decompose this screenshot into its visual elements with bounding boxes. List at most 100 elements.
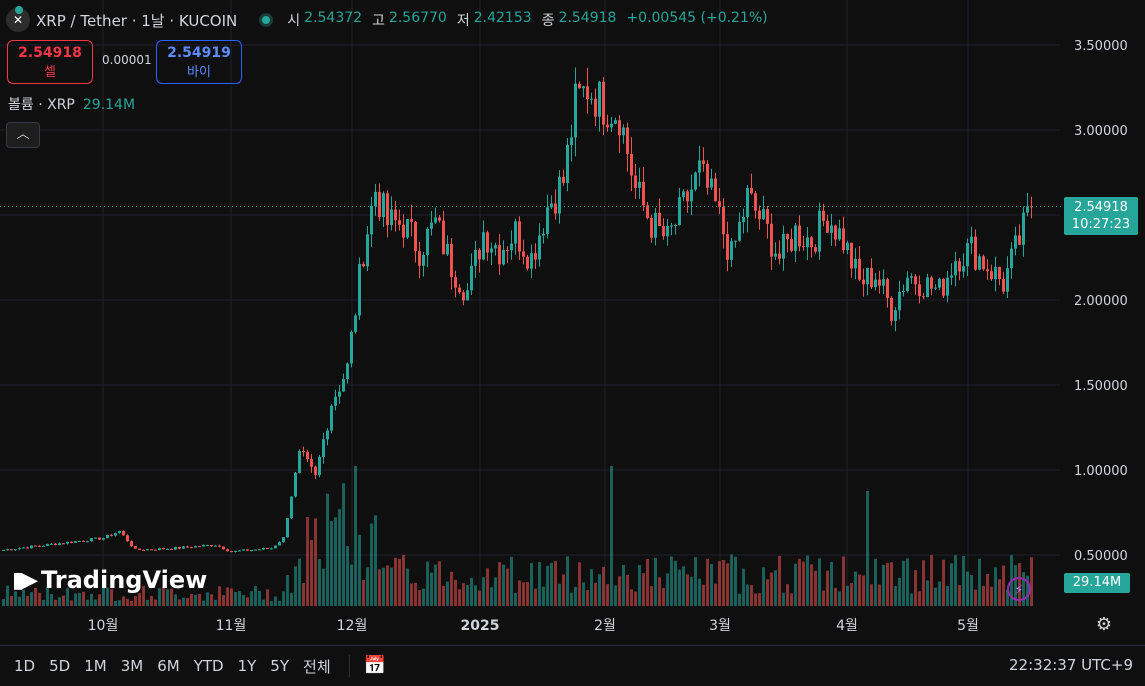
volume-bar: [326, 493, 329, 606]
volume-bar: [738, 593, 741, 606]
lightning-icon[interactable]: ⚡: [1007, 577, 1031, 601]
candle-body: [726, 234, 729, 260]
candle-body: [14, 549, 17, 551]
volume-bar: [190, 593, 193, 606]
candle-body: [978, 256, 981, 270]
timeframe-ytd[interactable]: YTD: [193, 657, 224, 675]
high-label: 고: [372, 13, 385, 29]
volume-bar: [542, 586, 545, 606]
volume-bar: [446, 581, 449, 606]
candle-body: [178, 547, 181, 549]
candle-body: [458, 287, 461, 293]
timeframe-1y[interactable]: 1Y: [237, 657, 257, 675]
volume-bar: [962, 556, 965, 606]
candle-body: [1006, 268, 1009, 292]
volume-bar: [758, 593, 761, 606]
volume-bar: [66, 588, 69, 606]
market-status-icon[interactable]: [259, 13, 274, 27]
timeframe-all[interactable]: 전체: [303, 657, 331, 676]
timeframe-1m[interactable]: 1M: [84, 657, 107, 675]
volume-bar: [910, 593, 913, 606]
candle-body: [602, 81, 605, 125]
volume-bar: [70, 600, 73, 606]
volume-bar: [666, 573, 669, 606]
candle-body: [58, 543, 61, 545]
candle-body: [882, 279, 885, 286]
volume-bar: [382, 567, 385, 606]
candle-body: [990, 271, 993, 280]
candle-body: [666, 225, 669, 237]
candle-body: [66, 541, 69, 544]
volume-bar: [874, 558, 877, 606]
candle-body: [658, 212, 661, 227]
volume-bar: [482, 577, 485, 606]
candle-body: [718, 201, 721, 207]
volume-bar: [506, 568, 509, 606]
timeframe-5d[interactable]: 5D: [49, 657, 71, 675]
volume-bar: [654, 557, 657, 606]
volume-bar: [474, 585, 477, 606]
candles: [2, 67, 1033, 553]
clock[interactable]: 22:32:37 UTC+9: [1009, 656, 1133, 674]
candle-body: [382, 193, 385, 218]
candle-body: [778, 253, 781, 259]
candle-body: [710, 178, 713, 188]
volume-bar: [258, 591, 261, 606]
volume-bar: [750, 585, 753, 606]
volume-legend-label: 볼륨 · XRP: [8, 97, 75, 113]
volume-bar: [142, 586, 145, 606]
close-label: 종: [541, 13, 555, 29]
volume-bar: [158, 588, 161, 606]
volume-bar: [890, 562, 893, 606]
candle-body: [946, 277, 949, 296]
y-tick-label: 3.00000: [1074, 124, 1128, 139]
sell-button[interactable]: 2.54918 셀: [7, 40, 93, 84]
candle-body: [742, 217, 745, 223]
volume-bar: [250, 591, 253, 606]
candle-body: [570, 137, 573, 146]
volume-bar: [2, 599, 5, 606]
candle-body: [702, 160, 705, 164]
candle-body: [986, 269, 989, 272]
volume-bar: [222, 595, 225, 606]
candle-body: [514, 221, 517, 244]
volume-bar: [354, 466, 357, 606]
candle-body: [478, 250, 481, 260]
collapse-legend-button[interactable]: ︿: [6, 122, 40, 148]
candle-body: [462, 292, 465, 301]
timeframe-3m[interactable]: 3M: [120, 657, 144, 675]
symbol-title[interactable]: XRP / Tether · 1날 · KUCOIN: [36, 11, 238, 30]
candle-body: [170, 548, 173, 550]
volume-bar: [986, 574, 989, 606]
volume-bar: [950, 563, 953, 606]
bar-countdown: 10:27:23: [1071, 217, 1131, 232]
volume-bar: [410, 583, 413, 606]
volume-bar: [794, 563, 797, 606]
volume-bar: [426, 561, 429, 606]
timeframe-6m[interactable]: 6M: [157, 657, 180, 675]
candle-body: [78, 540, 81, 542]
timeframe-1d[interactable]: 1D: [14, 657, 36, 675]
volume-bar: [710, 563, 713, 606]
volume-bar: [278, 600, 281, 606]
candle-body: [954, 261, 957, 276]
price-chart[interactable]: 3.500003.000002.500002.000001.500001.000…: [0, 0, 1145, 645]
volume-bar: [982, 585, 985, 606]
volume-bar: [422, 588, 425, 606]
volume-bar: [802, 561, 805, 606]
buy-button[interactable]: 2.54919 바이: [156, 40, 242, 84]
volume-legend[interactable]: 볼륨 · XRP 29.14M: [8, 94, 135, 114]
candle-body: [318, 457, 321, 475]
open-label: 시: [287, 13, 301, 29]
candle-body: [62, 543, 65, 545]
calendar-icon[interactable]: 📅: [348, 655, 390, 677]
candle-body: [238, 550, 241, 552]
candle-body: [622, 127, 625, 136]
timeframe-5y[interactable]: 5Y: [270, 657, 290, 675]
gear-icon[interactable]: ⚙: [1095, 614, 1113, 635]
candle-body: [438, 217, 441, 221]
candle-body: [490, 248, 493, 253]
volume-bar: [314, 518, 317, 606]
volume-bar: [946, 585, 949, 606]
candle-body: [10, 549, 13, 551]
